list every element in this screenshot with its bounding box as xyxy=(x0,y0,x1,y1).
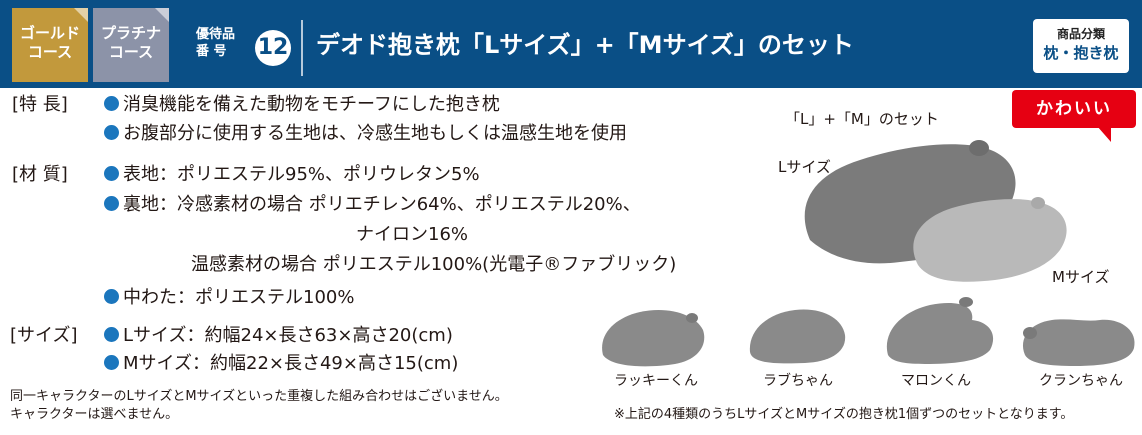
set-label: 「L」+「M」のセット xyxy=(785,110,939,128)
material-back-line1: 裏地：冷感素材の場合 ポリエチレン64%、ポリエステル20%、 xyxy=(104,193,641,217)
note-1: 同一キャラクターのLサイズとMサイズといった重複した組み合わせはございません。 xyxy=(10,389,508,404)
fold-corner-icon xyxy=(155,8,169,22)
header-bar: ゴールド コース プラチナ コース 優待品 番 号 12 デオド抱き枕「Lサイズ… xyxy=(0,0,1142,88)
note-2: キャラクターは選べません。 xyxy=(10,407,179,422)
item-number-label-line1: 優待品 xyxy=(196,27,236,42)
feature-2: お腹部分に使用する生地は、冷感生地もしくは温感生地を使用 xyxy=(104,122,627,146)
material-back-line3: 温感素材の場合 ポリエステル100%(光電子®ファブリック) xyxy=(191,254,677,275)
kawaii-badge: かわいい xyxy=(1012,90,1136,128)
bullet-icon xyxy=(104,196,119,211)
feature-label: [特 長] xyxy=(12,94,68,115)
character-name-love: ラブちゃん xyxy=(763,373,833,389)
gold-course-badge: ゴールド コース xyxy=(12,8,88,82)
material-filling: 中わた：ポリエステル100% xyxy=(104,286,354,310)
l-size-label: Lサイズ xyxy=(778,158,831,176)
character-kuran-image xyxy=(1023,319,1135,366)
speech-tail-icon xyxy=(1097,126,1111,142)
m-size-label: Mサイズ xyxy=(1052,268,1110,286)
item-number-label: 優待品 番 号 xyxy=(196,26,235,60)
gold-course-line2: コース xyxy=(27,43,73,61)
platinum-course-line2: コース xyxy=(108,43,154,61)
character-name-maron: マロンくん xyxy=(901,373,971,389)
platinum-course-badge: プラチナ コース xyxy=(93,8,169,82)
size-m: Mサイズ：約幅22×長さ49×高さ15(cm) xyxy=(104,352,458,376)
bullet-icon xyxy=(104,327,119,342)
category-value: 枕・抱き枕 xyxy=(1043,44,1119,62)
fold-corner-icon xyxy=(74,8,88,22)
m-size-pillow-image xyxy=(913,197,1067,282)
item-number: 12 xyxy=(255,30,291,66)
bullet-icon xyxy=(104,166,119,181)
category-label: 商品分類 xyxy=(1056,27,1105,41)
material-back-line2: ナイロン16% xyxy=(356,224,469,245)
character-love-image xyxy=(749,309,846,364)
note-3: ※上記の4種類のうちLサイズとMサイズの抱き枕1個ずつのセットとなります。 xyxy=(614,407,1074,422)
gold-course-line1: ゴールド xyxy=(19,24,80,42)
character-name-lucky: ラッキーくん xyxy=(614,373,698,389)
bullet-icon xyxy=(104,355,119,370)
platinum-course-line1: プラチナ xyxy=(100,24,161,42)
character-maron-image xyxy=(886,297,994,364)
character-name-kuran: クランちゃん xyxy=(1039,373,1123,389)
item-number-label-line2: 番 号 xyxy=(196,44,227,59)
material-outer: 表地：ポリエステル95%、ポリウレタン5% xyxy=(104,163,480,187)
size-label: [サイズ] xyxy=(10,325,78,346)
material-label: [材 質] xyxy=(12,164,68,185)
bullet-icon xyxy=(104,125,119,140)
bullet-icon xyxy=(104,289,119,304)
header-divider xyxy=(301,20,303,76)
page-title: デオド抱き枕「Lサイズ」+「Mサイズ」のセット xyxy=(316,31,854,59)
feature-1: 消臭機能を備えた動物をモチーフにした抱き枕 xyxy=(104,93,500,117)
bullet-icon xyxy=(104,96,119,111)
category-box: 商品分類 枕・抱き枕 xyxy=(1033,19,1129,73)
character-lucky-image xyxy=(602,310,705,367)
size-l: Lサイズ：約幅24×長さ63×高さ20(cm) xyxy=(104,324,453,348)
